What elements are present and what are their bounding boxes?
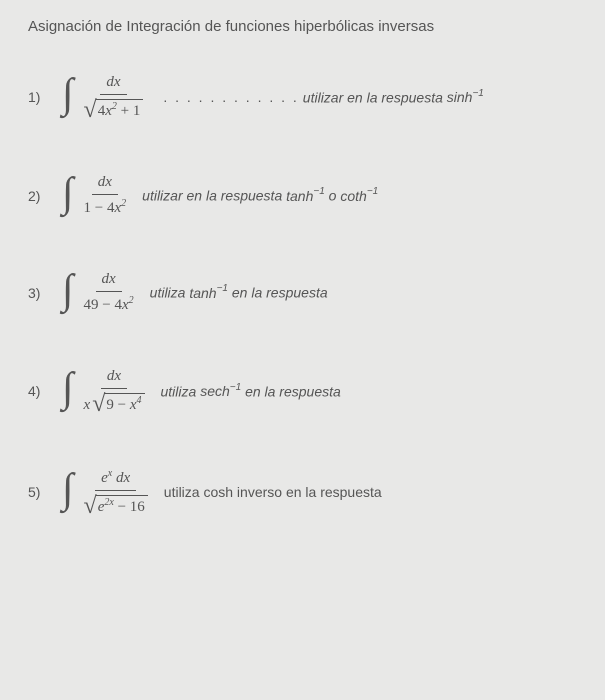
page-title: Asignación de Integración de funciones h… — [28, 18, 577, 35]
problem-number: 3) — [28, 285, 50, 301]
hint: utiliza sech−1 en la respuesta — [161, 383, 341, 400]
problem-1: 1) ∫ dx √ 4x2 + 1 . . . . . . . . . . . … — [28, 75, 577, 119]
problem-number: 5) — [28, 484, 50, 500]
denominator: √ e2x − 16 — [78, 491, 154, 515]
hint: utilizar en la respuesta tanh−1 o coth−1 — [142, 187, 378, 204]
hint: utiliza cosh inverso en la respuesta — [164, 484, 382, 500]
problem-number: 4) — [28, 383, 50, 399]
numerator: dx — [96, 272, 122, 292]
problem-4: 4) ∫ dx x √ 9 − x4 utiliza sech−1 en la … — [28, 369, 577, 413]
denominator: 1 − 4x2 — [78, 195, 133, 216]
integral-expression: ∫ ex dx √ e2x − 16 — [62, 469, 154, 515]
integral-sign: ∫ — [62, 78, 74, 112]
problem-2: 2) ∫ dx 1 − 4x2 utilizar en la respuesta… — [28, 175, 577, 216]
integral-expression: ∫ dx √ 4x2 + 1 — [62, 75, 149, 119]
integral-expression: ∫ dx x √ 9 − x4 — [62, 369, 151, 413]
problem-3: 3) ∫ dx 49 − 4x2 utiliza tanh−1 en la re… — [28, 272, 577, 313]
integral-expression: ∫ dx 49 − 4x2 — [62, 272, 140, 313]
integral-sign: ∫ — [62, 177, 74, 211]
hint: utiliza tanh−1 en la respuesta — [150, 284, 328, 301]
integral-sign: ∫ — [62, 274, 74, 308]
problem-number: 1) — [28, 89, 50, 105]
hint: . . . . . . . . . . . .utilizar en la re… — [159, 89, 484, 106]
denominator: √ 4x2 + 1 — [78, 95, 150, 119]
numerator: dx — [100, 75, 126, 95]
numerator: dx — [101, 369, 127, 389]
integral-expression: ∫ dx 1 − 4x2 — [62, 175, 132, 216]
integral-sign: ∫ — [62, 473, 74, 507]
denominator: x √ 9 − x4 — [78, 389, 151, 413]
problem-5: 5) ∫ ex dx √ e2x − 16 utiliza cosh inver… — [28, 469, 577, 515]
integral-sign: ∫ — [62, 372, 74, 406]
problem-number: 2) — [28, 188, 50, 204]
numerator: ex dx — [95, 469, 136, 491]
denominator: 49 − 4x2 — [78, 292, 140, 313]
numerator: dx — [92, 175, 118, 195]
